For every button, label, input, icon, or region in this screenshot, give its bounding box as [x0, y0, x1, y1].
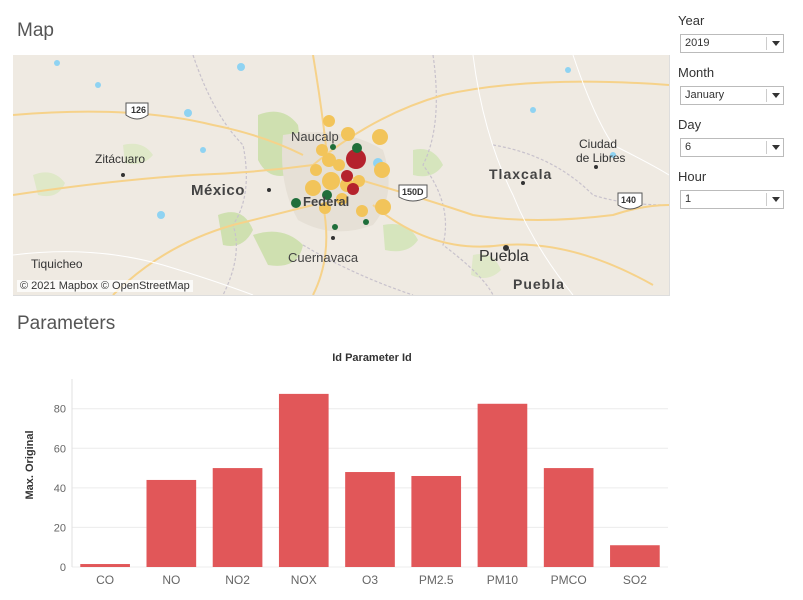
station-marker — [372, 129, 388, 145]
bar-no[interactable] — [146, 479, 197, 567]
year-filter-label: Year — [678, 13, 705, 28]
chevron-down-icon[interactable] — [772, 93, 780, 98]
x-tick-label: PM10 — [487, 573, 519, 587]
station-marker — [323, 115, 335, 127]
shield-126 — [125, 102, 149, 120]
station-marker — [374, 162, 390, 178]
park-area — [471, 254, 501, 279]
y-tick-label: 0 — [60, 562, 66, 574]
x-tick-label: NO2 — [225, 573, 250, 587]
month-filter-label: Month — [678, 65, 715, 80]
x-tick-label: SO2 — [623, 573, 647, 587]
month-select-value: January — [685, 89, 725, 101]
map-label-zitacuaro: Zitácuaro — [95, 152, 146, 166]
bar-co[interactable] — [80, 564, 130, 567]
map-label-naucalpan: Naucalp — [291, 129, 339, 144]
bar-nox[interactable] — [278, 393, 329, 567]
park-area — [383, 224, 418, 252]
park-area — [413, 149, 443, 177]
map-label-ciudad: Ciudad — [579, 137, 618, 151]
shield-label-150d: 150D — [402, 187, 424, 197]
map[interactable]: 126 150D 140 Naucalp Federal Zitácuaro M… — [13, 55, 670, 296]
station-markers — [291, 115, 391, 230]
y-ticks: 0 20 40 60 80 — [54, 404, 66, 574]
park-area — [218, 212, 253, 246]
station-marker — [356, 205, 368, 217]
map-label-cuernavaca: Cuernavaca — [288, 250, 359, 265]
map-label-de-libres: de Libres — [576, 151, 626, 165]
hour-select[interactable]: 1 — [680, 190, 784, 209]
chevron-down-icon[interactable] — [772, 41, 780, 46]
bar-pm10[interactable] — [477, 403, 528, 567]
x-tick-label: NO — [162, 573, 180, 587]
park-area — [123, 143, 153, 164]
chevron-down-icon[interactable] — [772, 145, 780, 150]
station-marker — [375, 199, 391, 215]
x-tick-label: NOX — [291, 573, 317, 587]
shield-label-126: 126 — [131, 105, 147, 115]
shield-140 — [617, 192, 643, 210]
hour-filter-label: Hour — [678, 169, 707, 184]
station-marker — [316, 144, 328, 156]
bar-o3[interactable] — [345, 472, 395, 567]
x-tick-label: O3 — [362, 573, 378, 587]
x-tick-label: PM2.5 — [419, 573, 454, 587]
map-label-mexico: México — [191, 182, 245, 199]
station-marker — [322, 190, 332, 200]
map-label-puebla-city: Puebla — [479, 248, 529, 265]
parameters-bar-chart: Id Parameter Id Max. Original 020406080 … — [24, 352, 668, 587]
parameters-title: Parameters — [17, 313, 116, 334]
shield-150d — [398, 184, 428, 202]
bar-pm25[interactable] — [411, 475, 462, 567]
day-select-value: 6 — [685, 141, 692, 153]
station-marker — [319, 202, 331, 214]
x-tick-label: CO — [96, 573, 114, 587]
station-marker — [322, 172, 340, 190]
x-tick-label: PMCO — [551, 573, 587, 587]
hour-select-value: 1 — [685, 193, 692, 205]
day-select[interactable]: 6 — [680, 138, 784, 157]
bars — [80, 393, 660, 567]
station-marker — [332, 224, 338, 230]
year-select-value: 2019 — [685, 37, 710, 49]
map-label-tlaxcala: Tlaxcala — [489, 166, 553, 182]
map-label-tiquicheo: Tiquicheo — [31, 257, 83, 271]
y-tick-label: 60 — [54, 443, 66, 455]
station-marker — [330, 144, 336, 150]
station-marker — [352, 143, 362, 153]
y-tick-label: 20 — [54, 522, 66, 534]
station-marker — [347, 183, 359, 195]
station-marker — [341, 170, 353, 182]
station-marker — [322, 153, 336, 167]
y-tick-label: 40 — [54, 483, 66, 495]
park-area — [33, 172, 65, 197]
park-area — [253, 231, 303, 266]
station-marker — [305, 180, 321, 196]
chevron-down-icon[interactable] — [772, 197, 780, 202]
station-marker — [333, 159, 345, 171]
bar-pmco[interactable] — [543, 468, 594, 567]
map-attribution[interactable]: © 2021 Mapbox © OpenStreetMap — [17, 280, 193, 292]
x-ticks: CO NO NO2 NOX O3 PM2.5 PM10 PMCO SO2 — [96, 573, 647, 587]
shield-label-140: 140 — [621, 195, 637, 205]
station-marker — [341, 127, 355, 141]
station-marker — [291, 198, 301, 208]
station-marker — [363, 219, 369, 225]
year-select[interactable]: 2019 — [680, 34, 784, 53]
y-tick-label: 80 — [54, 404, 66, 416]
map-basemap — [13, 55, 669, 295]
map-label-federal: Federal — [303, 194, 350, 209]
station-marker — [346, 149, 366, 169]
station-marker — [310, 164, 322, 176]
month-select[interactable]: January — [680, 86, 784, 105]
bar-so2[interactable] — [610, 545, 660, 567]
bar-no2[interactable] — [212, 468, 263, 567]
chart-title: Id Parameter Id — [332, 352, 411, 364]
y-axis-label: Max. Original — [24, 430, 36, 499]
day-filter-label: Day — [678, 117, 702, 132]
station-marker — [336, 193, 348, 205]
map-label-puebla-state: Puebla — [513, 276, 565, 292]
map-title: Map — [17, 20, 54, 41]
